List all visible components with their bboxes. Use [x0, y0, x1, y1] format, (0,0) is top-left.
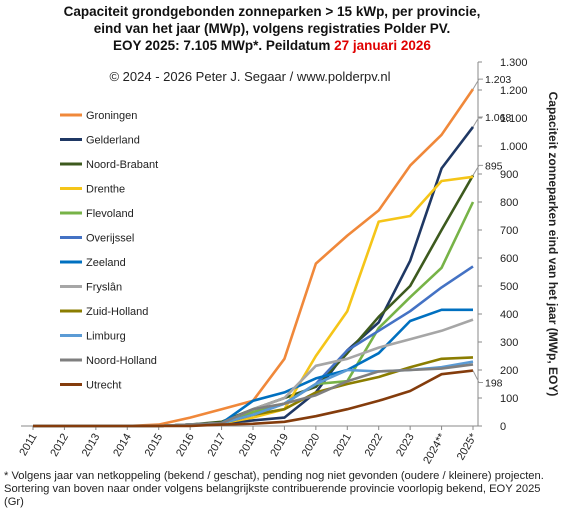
x-tick-label: 2015	[143, 432, 166, 459]
x-tick-label: 2011	[17, 432, 39, 458]
chart: Capaciteit grondgebonden zonneparken > 1…	[17, 4, 560, 466]
y-axis-label: Capaciteit zonneparken eind van het jaar…	[546, 92, 560, 397]
legend-label: Noord-Brabant	[86, 159, 158, 171]
line	[33, 369, 474, 428]
annotation: 895	[485, 160, 503, 172]
x-tick-label: 2016	[174, 432, 197, 459]
legend-label: Utrecht	[86, 380, 121, 392]
x-tick-label: 2021	[331, 432, 354, 459]
annotation-leader	[472, 78, 483, 90]
x-tick-label: 2012	[48, 432, 71, 459]
y-tick-label: 0	[500, 421, 506, 433]
chart-title: eind van het jaar (MWp), volgens registr…	[94, 21, 451, 36]
legend-label: Groningen	[86, 110, 137, 122]
annotation-leader	[472, 370, 483, 384]
chart-title: EOY 2025: 7.105 MWp*. Peildatum 27 janua…	[113, 38, 431, 53]
y-tick-label: 1.300	[500, 57, 528, 69]
y-tick-label: 800	[500, 197, 518, 209]
subtitle: © 2024 - 2026 Peter J. Segaar / www.pold…	[109, 69, 390, 84]
y-tick-label: 300	[500, 337, 518, 349]
chart-title: Capaciteit grondgebonden zonneparken > 1…	[64, 4, 481, 19]
y-tick-label: 100	[500, 393, 518, 405]
legend-label: Flevoland	[86, 208, 134, 220]
title-date: 27 januari 2026	[334, 38, 431, 53]
y-tick-label: 400	[500, 309, 518, 321]
x-tick-label: 2020	[300, 432, 323, 459]
y-tick-label: 600	[500, 253, 518, 265]
y-tick-label: 1.000	[500, 141, 528, 153]
legend-label: Gelderland	[86, 135, 140, 147]
y-tick-label: 900	[500, 169, 518, 181]
x-tick-label: 2023	[394, 432, 417, 459]
x-tick-label: 2018	[237, 432, 260, 459]
legend-label: Limburg	[86, 331, 126, 343]
annotation: 198	[485, 378, 503, 390]
y-tick-label: 1.100	[500, 113, 528, 125]
x-tick-label: 2019	[268, 432, 291, 459]
annotation-leader	[472, 116, 483, 128]
y-tick-label: 200	[500, 365, 518, 377]
legend-label: Drenthe	[86, 184, 125, 196]
y-tick-label: 700	[500, 225, 518, 237]
legend-label: Zeeland	[86, 257, 126, 269]
chart-title: EOY 2025: 7.105 MWp*. Peildatum	[113, 38, 334, 53]
legend-label: Noord-Holland	[86, 355, 157, 367]
legend-label: Overijssel	[86, 233, 134, 245]
annotation-leader	[472, 164, 483, 176]
footnote: * Volgens jaar van netkoppeling (bekend …	[4, 470, 544, 508]
y-tick-label: 500	[500, 281, 518, 293]
x-tick-label: 2022	[363, 432, 386, 459]
legend-label: Zuid-Holland	[86, 306, 148, 318]
annotation: 1.068	[485, 112, 511, 124]
annotation: 1.203	[485, 74, 511, 86]
y-tick-label: 1.200	[500, 85, 528, 97]
x-tick-label: 2017	[206, 432, 229, 459]
legend-label: Fryslân	[86, 282, 122, 294]
x-tick-label: 2013	[80, 432, 103, 459]
x-tick-label: 2014	[111, 432, 134, 459]
x-tick-label: 2025*	[455, 431, 480, 463]
x-tick-label: 2024**	[421, 431, 448, 466]
